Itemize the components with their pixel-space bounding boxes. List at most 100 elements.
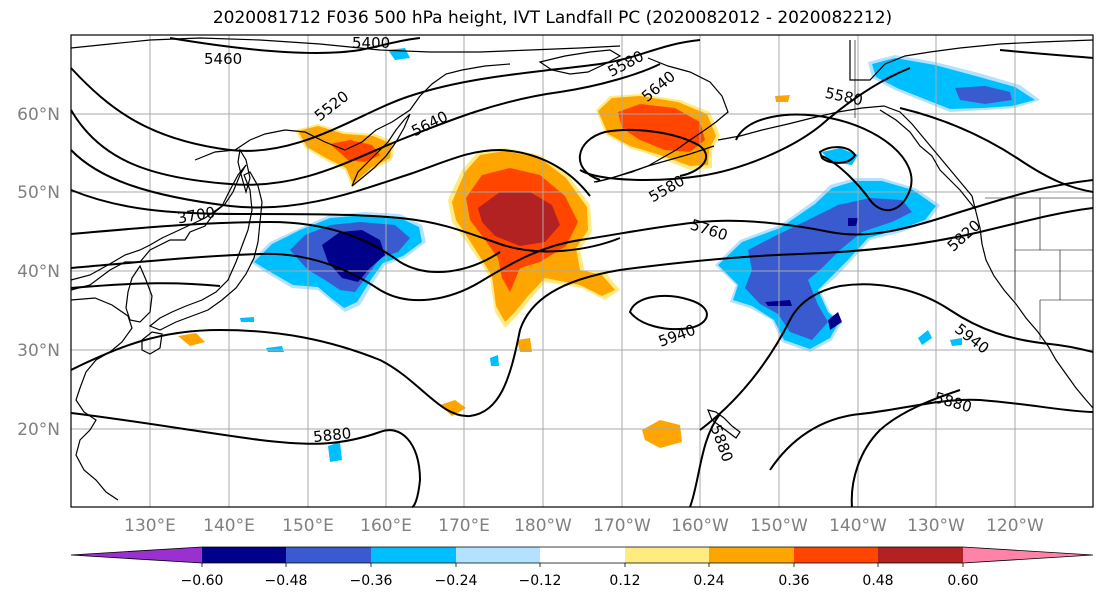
coastline-aleutians bbox=[595, 145, 715, 183]
colorbar: −0.60 −0.48 −0.36 −0.24 −0.12 0.12 0.24 … bbox=[70, 546, 1094, 589]
ivt-positive-blob bbox=[642, 420, 682, 448]
lon-label: 130°E bbox=[124, 516, 176, 536]
colorbar-swatch bbox=[371, 547, 456, 563]
colorbar-tick-label: −0.36 bbox=[350, 573, 393, 589]
ivt-negative-blob bbox=[918, 330, 932, 345]
colorbar-swatch bbox=[540, 547, 625, 563]
ivt-positive-kamchatka-red bbox=[330, 140, 380, 162]
height-contour bbox=[850, 389, 961, 508]
height-contour bbox=[899, 107, 1094, 193]
colorbar-swatch bbox=[71, 547, 202, 563]
lat-label: 20°N bbox=[17, 420, 60, 440]
height-contour bbox=[70, 148, 591, 209]
colorbar-swatch bbox=[878, 547, 963, 563]
height-contour bbox=[70, 179, 1094, 302]
lon-label: 170°W bbox=[593, 516, 651, 536]
ivt-negative-blob bbox=[950, 338, 962, 346]
ivt-negative-blob bbox=[240, 317, 254, 322]
ivt-negative-blob bbox=[328, 442, 342, 462]
colorbar-swatch bbox=[202, 547, 286, 563]
latitude-axis: 60°N 50°N 40°N 30°N 20°N bbox=[17, 105, 60, 440]
lat-label: 60°N bbox=[17, 105, 60, 125]
colorbar-swatch bbox=[709, 547, 794, 563]
ivt-positive-blob bbox=[178, 333, 205, 346]
coastline-alaska-south bbox=[717, 105, 973, 197]
colorbar-swatch bbox=[625, 547, 709, 563]
height-contour bbox=[579, 129, 708, 181]
map-frame bbox=[70, 34, 1094, 508]
colorbar-tick-label: −0.24 bbox=[435, 573, 478, 589]
coastline-north-america-west bbox=[971, 195, 1094, 409]
colorbar-tick-label: 0.24 bbox=[693, 573, 724, 589]
coastline-chukotka bbox=[538, 49, 622, 75]
height-contour bbox=[689, 413, 721, 508]
coastline-kamchatka bbox=[351, 113, 411, 187]
contour-label: 5460 bbox=[204, 50, 242, 68]
height-contours bbox=[70, 37, 1094, 508]
lon-label: 130°W bbox=[907, 516, 965, 536]
ivt-positive-blob bbox=[775, 95, 790, 102]
height-contour bbox=[70, 282, 221, 289]
coastline-japan-south bbox=[141, 331, 163, 355]
height-contour bbox=[735, 113, 913, 212]
lon-label: 150°W bbox=[750, 516, 808, 536]
ivt-negative-blob bbox=[490, 355, 499, 366]
coastline-asia bbox=[70, 164, 247, 291]
lat-label: 50°N bbox=[17, 183, 60, 203]
ivt-negative-east-dark bbox=[848, 218, 858, 226]
coastlines bbox=[70, 37, 1094, 501]
colorbar-tick-label: 0.48 bbox=[862, 573, 893, 589]
lat-label: 40°N bbox=[17, 262, 60, 282]
map-title: 2020081712 F036 500 hPa height, IVT Land… bbox=[212, 8, 893, 28]
colorbar-tick-label: 0.60 bbox=[947, 573, 978, 589]
lon-label: 170°E bbox=[438, 516, 490, 536]
height-contour bbox=[70, 189, 621, 253]
height-contour bbox=[579, 67, 911, 181]
country-borders bbox=[854, 40, 1093, 340]
coastline-siberia-north bbox=[70, 37, 621, 53]
coastline-alaska-panhandle bbox=[879, 109, 977, 211]
lat-label: 30°N bbox=[17, 341, 60, 361]
height-contour bbox=[70, 207, 1094, 418]
height-contour bbox=[70, 39, 701, 152]
height-contour bbox=[999, 49, 1094, 59]
coastline-north-america-north bbox=[849, 39, 1094, 81]
ivt-positive-bering-red bbox=[618, 104, 705, 152]
colorbar-swatch bbox=[794, 547, 878, 563]
colorbar-tick-label: 0.12 bbox=[609, 573, 640, 589]
ivt-positive-central-dark bbox=[478, 192, 560, 246]
height-contour bbox=[70, 63, 661, 186]
ivt-positive-blob bbox=[440, 400, 466, 416]
colorbar-tick-label: −0.12 bbox=[519, 573, 562, 589]
ivt-negative-east-dark bbox=[828, 312, 842, 330]
border-us-states bbox=[1014, 198, 1093, 340]
coastline-okhotsk bbox=[194, 63, 511, 161]
graticule bbox=[71, 35, 1093, 507]
lon-label: 140°E bbox=[203, 516, 255, 536]
colorbar-swatch bbox=[456, 547, 540, 563]
colorbar-swatch bbox=[963, 547, 1093, 563]
lon-label: 120°W bbox=[986, 516, 1044, 536]
lon-label: 150°E bbox=[282, 516, 334, 536]
colorbar-swatch bbox=[286, 547, 371, 563]
coastline-sakhalin bbox=[237, 148, 251, 195]
contour-label: 5880 bbox=[312, 424, 352, 446]
height-contour bbox=[699, 283, 1094, 431]
height-contour bbox=[169, 37, 421, 54]
height-contour bbox=[628, 295, 708, 331]
height-contour bbox=[70, 412, 422, 508]
colorbar-tick-label: −0.48 bbox=[265, 573, 308, 589]
colorbar-ticks bbox=[201, 563, 964, 567]
colorbar-tick-label: 0.36 bbox=[778, 573, 809, 589]
ivt-negative-alaska-mid bbox=[955, 86, 1012, 104]
longitude-axis: 130°E 140°E 150°E 160°E 170°E 180°W 170°… bbox=[124, 516, 1044, 536]
contour-label: 5400 bbox=[352, 34, 390, 52]
height-contour bbox=[70, 220, 501, 273]
coastline-japan bbox=[148, 171, 263, 331]
coastline-korea-china bbox=[70, 297, 133, 501]
colorbar-tick-label: −0.60 bbox=[181, 573, 224, 589]
lon-label: 160°W bbox=[671, 516, 729, 536]
lon-label: 160°E bbox=[360, 516, 412, 536]
lon-label: 140°W bbox=[829, 516, 887, 536]
